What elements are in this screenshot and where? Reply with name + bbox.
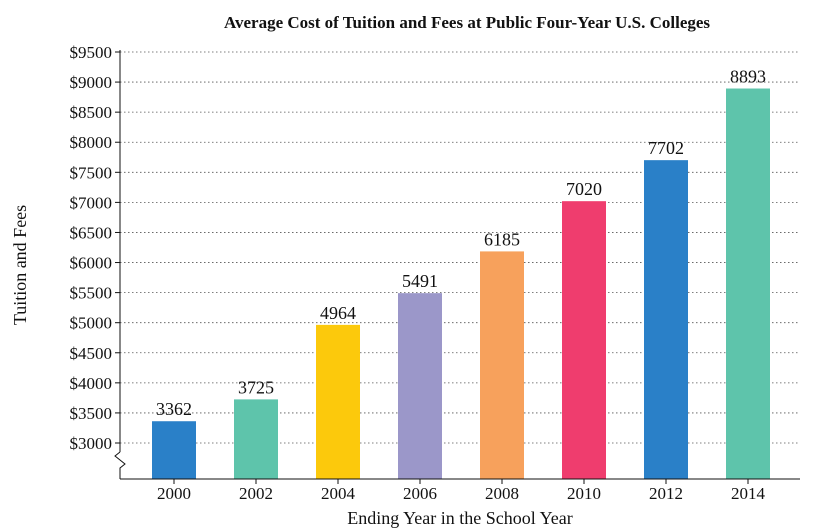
data-label-2006: 5491 bbox=[402, 271, 438, 291]
y-tick-label: $6500 bbox=[70, 223, 113, 242]
x-tick-label: 2010 bbox=[567, 484, 601, 503]
y-tick-label: $5500 bbox=[70, 284, 113, 303]
bar-2000 bbox=[152, 421, 196, 479]
x-tick-label: 2002 bbox=[239, 484, 273, 503]
x-tick-label: 2014 bbox=[731, 484, 766, 503]
bar-2004 bbox=[316, 324, 360, 479]
chart-title: Average Cost of Tuition and Fees at Publ… bbox=[224, 13, 710, 32]
x-axis-title: Ending Year in the School Year bbox=[347, 508, 573, 528]
y-tick-label: $8000 bbox=[70, 133, 113, 152]
y-axis-title: Tuition and Fees bbox=[10, 205, 30, 325]
x-tick-label: 2012 bbox=[649, 484, 683, 503]
bar-2014 bbox=[726, 88, 770, 480]
x-tick-label: 2000 bbox=[157, 484, 191, 503]
data-label-2008: 6185 bbox=[484, 229, 520, 249]
y-tick-label: $8500 bbox=[70, 103, 113, 122]
axes bbox=[114, 50, 800, 480]
bar-2008 bbox=[480, 251, 524, 479]
y-tick-label: $4500 bbox=[70, 344, 113, 363]
y-tick-label: $7000 bbox=[70, 193, 113, 212]
x-tick-labels: 2000 2002 2004 2006 2008 2010 2012 2014 bbox=[157, 479, 766, 503]
data-label-2012: 7702 bbox=[648, 138, 684, 158]
y-tick-label: $5000 bbox=[70, 314, 113, 333]
bar-2010 bbox=[562, 201, 606, 480]
x-tick-label: 2004 bbox=[321, 484, 356, 503]
y-tick-label: $9500 bbox=[70, 43, 113, 62]
x-tick-label: 2006 bbox=[403, 484, 437, 503]
grid-lines bbox=[120, 51, 800, 444]
y-axis-break-mark bbox=[114, 451, 126, 479]
y-tick-label: $7500 bbox=[70, 163, 113, 182]
y-tick-label: $9000 bbox=[70, 73, 113, 92]
data-label-2002: 3725 bbox=[238, 377, 274, 397]
data-labels: 3362 3725 4964 5491 6185 7020 7702 8893 bbox=[156, 67, 766, 420]
y-tick-label: $4000 bbox=[70, 374, 113, 393]
bar-2002 bbox=[234, 399, 278, 479]
bars bbox=[152, 88, 770, 480]
y-tick-label: $6000 bbox=[70, 254, 113, 273]
y-tick-label: $3000 bbox=[70, 434, 113, 453]
x-tick-label: 2008 bbox=[485, 484, 519, 503]
data-label-2004: 4964 bbox=[320, 303, 356, 323]
data-label-2014: 8893 bbox=[730, 67, 766, 87]
bar-2012 bbox=[644, 160, 688, 479]
data-label-2000: 3362 bbox=[156, 399, 192, 419]
data-label-2010: 7020 bbox=[566, 179, 602, 199]
bar-2006 bbox=[398, 293, 442, 479]
y-tick-labels: $3000 $3500 $4000 $4500 $5000 $5500 $6000 $6500… bbox=[70, 43, 120, 453]
y-tick-label: $3500 bbox=[70, 404, 113, 423]
